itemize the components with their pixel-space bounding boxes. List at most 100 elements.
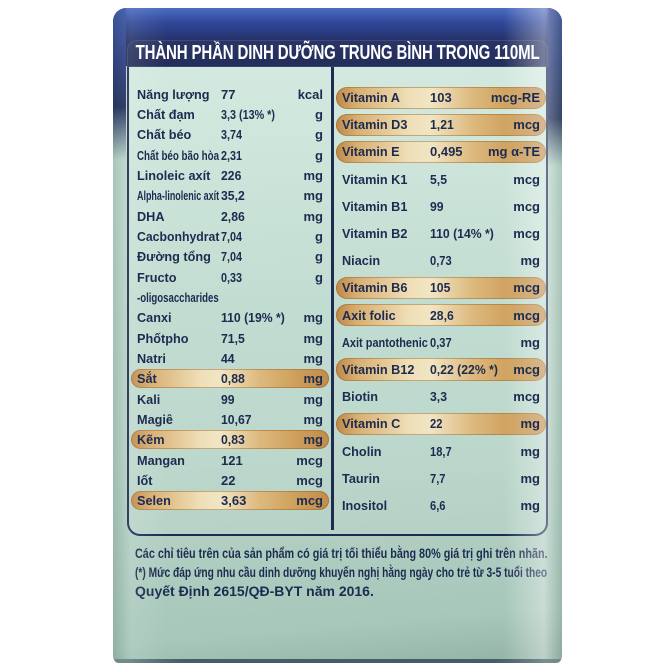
nutrient-value: 1,21 — [430, 117, 454, 133]
left-column: Năng lượng 77 kcal Chất đạm 3,3 (13% *) g Chất… — [131, 84, 329, 511]
nutrient-label: Axit folic — [342, 307, 396, 323]
nutrient-row: Sắt 0,88 mg — [131, 369, 329, 389]
nutrient-unit: mg — [303, 411, 324, 427]
nutrient-row: Vitamin B1 99 mcg — [336, 193, 546, 220]
nutrient-row: Natri 44 mg — [131, 348, 329, 368]
nutrient-row: Niacin 0,73 mg — [336, 247, 546, 274]
nutrient-row: Canxi 110 (19% *) mg — [131, 308, 329, 328]
nutrient-value: 110 (14% *) — [430, 226, 494, 242]
nutrient-value: 3,3 (13% *) — [221, 106, 275, 122]
nutrient-label: Kẽm — [137, 432, 165, 448]
nutrient-label: DHA — [137, 208, 165, 224]
nutrient-value: 105 — [430, 280, 451, 296]
footnote-line-2: (*) Mức đáp ứng nhu cầu dinh dưỡng khuyế… — [135, 564, 548, 580]
nutrient-row: Chất béo 3,74 g — [131, 125, 329, 145]
nutrient-label: Canxi — [137, 310, 172, 326]
column-divider — [331, 67, 334, 530]
carton-left-fold — [113, 8, 126, 160]
nutrient-unit: mg — [303, 310, 324, 326]
nutrient-row: Vitamin D3 1,21 mcg — [336, 111, 546, 138]
nutrient-label: Inositol — [342, 497, 388, 513]
nutrient-label: Vitamin B12 — [342, 361, 415, 377]
nutrient-label: Vitamin B6 — [342, 280, 408, 296]
nutrient-unit: mcg — [513, 361, 540, 377]
nutrient-label: Niacin — [342, 253, 381, 269]
panel-title: THÀNH PHẦN DINH DƯỠNG TRUNG BÌNH TRONG 1… — [135, 42, 540, 64]
nutrient-unit: g — [315, 147, 323, 163]
nutrient-row: Iốt 22 mcg — [131, 470, 329, 490]
nutrient-value: 22 — [221, 472, 236, 488]
nutrient-row: Fructo 0,33 g — [131, 267, 329, 287]
nutrient-row: Vitamin E 0,495 mg α-TE — [336, 138, 546, 165]
nutrient-label: Năng lượng — [137, 86, 210, 102]
nutrient-unit: mg — [303, 188, 324, 204]
nutrient-row: Vitamin B6 105 mcg — [336, 274, 546, 301]
nutrient-value: 22 — [430, 416, 443, 432]
nutrient-row: Chất béo bão hòa 2,31 g — [131, 145, 329, 165]
nutrient-row: Taurin 7,7 mg — [336, 465, 546, 492]
nutrient-label: Linoleic axít — [137, 167, 211, 183]
nutrient-label: Chất đạm — [137, 106, 195, 122]
footnote-line-3: Quyết Định 2615/QĐ-BYT năm 2016. — [135, 583, 374, 599]
nutrient-unit: mg — [520, 443, 541, 459]
nutrient-unit: mg — [303, 371, 324, 387]
nutrient-value: 0,83 — [221, 432, 245, 448]
nutrient-value: 0,88 — [221, 371, 245, 387]
nutrient-row: Vitamin B2 110 (14% *) mcg — [336, 220, 546, 247]
nutrient-row: Alpha-linolenic axít 35,2 mg — [131, 186, 329, 206]
carton: THÀNH PHẦN DINH DƯỠNG TRUNG BÌNH TRONG 1… — [113, 8, 562, 663]
nutrient-value: 7,04 — [221, 228, 243, 244]
nutrient-label: Mangan — [137, 452, 185, 468]
nutrient-value: 71,5 — [221, 330, 245, 346]
nutrient-label: Iốt — [137, 472, 153, 488]
nutrient-row: Vitamin K1 5,5 mcg — [336, 166, 546, 193]
nutrient-label: Biotin — [342, 389, 378, 405]
nutrient-unit: mg — [520, 253, 541, 269]
nutrient-unit: mg — [303, 432, 324, 448]
carton-bottom-edge — [114, 659, 561, 663]
nutrient-unit: mg — [520, 497, 541, 513]
nutrient-row: Cacbonhydrat 7,04 g — [131, 226, 329, 246]
nutrient-unit: g — [315, 249, 323, 265]
nutrient-label: Đường tổng — [137, 249, 211, 265]
nutrient-value: 103 — [430, 90, 452, 106]
nutrient-unit: g — [315, 106, 323, 122]
nutrient-unit: mcg — [513, 280, 540, 296]
nutrient-label: Cholin — [342, 443, 382, 459]
nutrient-value: 28,6 — [430, 307, 454, 323]
nutrient-row: Cholin 18,7 mg — [336, 437, 546, 464]
carton-right-fold — [548, 8, 562, 166]
nutrient-unit: mg — [520, 470, 541, 486]
nutrient-value: 3,74 — [221, 127, 243, 143]
nutrient-row: Kẽm 0,83 mg — [131, 430, 329, 450]
nutrient-value: 99 — [430, 198, 444, 214]
nutrient-label: -oligosaccharides — [137, 289, 219, 305]
nutrient-label: Selen — [137, 493, 171, 509]
nutrient-value: 0,495 — [430, 144, 463, 160]
nutrient-row: Đường tổng 7,04 g — [131, 247, 329, 267]
nutrient-value: 0,33 — [221, 269, 243, 285]
nutrient-value: 44 — [221, 350, 235, 366]
nutrient-row: Axit folic 28,6 mcg — [336, 302, 546, 329]
nutrient-label: Vitamin D3 — [342, 117, 408, 133]
nutrient-unit: mcg — [513, 171, 540, 187]
nutrient-row: DHA 2,86 mg — [131, 206, 329, 226]
nutrient-unit: mg — [303, 350, 324, 366]
nutrient-value: 121 — [221, 452, 243, 468]
nutrient-row: Magiê 10,67 mg — [131, 409, 329, 429]
nutrient-unit: kcal — [297, 86, 323, 102]
nutrient-label: Vitamin K1 — [342, 171, 408, 187]
nutrient-label: Vitamin B2 — [342, 226, 408, 242]
footnote: Các chỉ tiêu trên của sản phẩm có giá tr… — [135, 544, 549, 601]
nutrient-value: 0,37 — [430, 334, 452, 350]
nutrient-value: 0,73 — [430, 253, 452, 269]
nutrient-label: Vitamin C — [342, 416, 401, 432]
nutrient-row: Linoleic axít 226 mg — [131, 165, 329, 185]
nutrient-label: Vitamin E — [342, 144, 400, 160]
nutrient-value: 99 — [221, 391, 235, 407]
nutrient-value: 3,3 — [430, 389, 447, 405]
nutrient-value: 7,04 — [221, 249, 243, 265]
nutrient-label: Cacbonhydrat — [137, 228, 220, 244]
nutrient-label: Chất béo bão hòa — [137, 147, 220, 163]
